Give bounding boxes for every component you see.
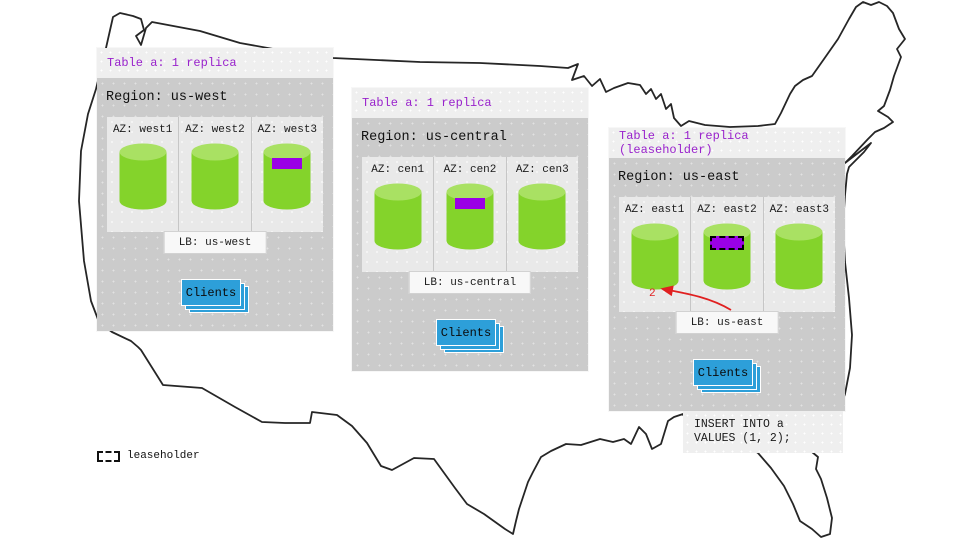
region-label: Region: us-central: [361, 130, 507, 145]
az-column-cen1: AZ: cen1: [362, 157, 435, 272]
az-column-west1: AZ: west1: [107, 117, 180, 232]
az-row: AZ: west1 AZ: west2 AZ: west3: [107, 117, 323, 232]
table-label: Table a: 1 replica: [107, 56, 237, 70]
replica-marker: [272, 158, 303, 169]
clients-button[interactable]: Clients: [693, 359, 753, 386]
az-row: AZ: east1 AZ: east2 AZ: east3: [619, 197, 835, 312]
database-cylinder-icon: [631, 223, 679, 290]
sql-line-2: VALUES (1, 2);: [694, 432, 791, 445]
database-cylinder-icon: [775, 223, 823, 290]
database-cylinder-icon: [703, 223, 751, 290]
sql-line-1: INSERT INTO a: [694, 418, 784, 431]
database-cylinder-icon: [446, 183, 494, 250]
region-card-us-west: Table a: 1 replica Region: us-west AZ: w…: [97, 48, 333, 331]
database-cylinder-icon: [374, 183, 422, 250]
clients-button-stack: Clients: [181, 279, 249, 314]
load-balancer-label: LB: us-central: [408, 271, 532, 294]
az-label: AZ: west2: [185, 124, 245, 136]
replica-marker: [454, 198, 485, 209]
clients-button-stack: Clients: [436, 319, 504, 354]
az-label: AZ: cen3: [515, 164, 569, 176]
table-titlebar: Table a: 1 replica: [352, 88, 588, 118]
az-column-cen3: AZ: cen3: [507, 157, 578, 272]
az-label: AZ: east2: [697, 204, 757, 216]
az-column-cen2: AZ: cen2: [434, 157, 507, 272]
region-card-us-east: Table a: 1 replica (leaseholder) Region:…: [609, 128, 845, 411]
az-label: AZ: cen1: [371, 164, 425, 176]
az-column-west3: AZ: west3: [252, 117, 323, 232]
clients-button-stack: Clients: [693, 359, 761, 394]
value-annotation: 2: [649, 288, 656, 300]
load-balancer-label: LB: us-west: [163, 231, 267, 254]
write-path-arrow: [660, 285, 732, 311]
az-column-east1: AZ: east1: [619, 197, 692, 312]
az-column-east2: AZ: east2: [691, 197, 764, 312]
az-column-east3: AZ: east3: [764, 197, 835, 312]
database-cylinder-icon: [191, 143, 239, 210]
database-cylinder-icon: [518, 183, 566, 250]
clients-button[interactable]: Clients: [181, 279, 241, 306]
legend: leaseholder: [97, 450, 200, 462]
az-label: AZ: east3: [769, 204, 830, 216]
region-card-us-central: Table a: 1 replica Region: us-central AZ…: [352, 88, 588, 371]
clients-button[interactable]: Clients: [436, 319, 496, 346]
region-label: Region: us-west: [106, 90, 228, 105]
leaseholder-swatch-icon: [97, 450, 120, 462]
az-column-west2: AZ: west2: [179, 117, 252, 232]
table-label: Table a: 1 replica: [362, 96, 492, 110]
az-label: AZ: cen2: [443, 164, 497, 176]
az-row: AZ: cen1 AZ: cen2 AZ: cen3: [362, 157, 578, 272]
az-label: AZ: west1: [112, 124, 173, 136]
table-label: Table a: 1 replica (leaseholder): [619, 129, 749, 157]
table-titlebar: Table a: 1 replica: [97, 48, 333, 78]
az-label: AZ: west3: [257, 124, 318, 136]
az-label: AZ: east1: [624, 204, 685, 216]
table-titlebar: Table a: 1 replica (leaseholder): [609, 128, 845, 158]
leaseholder-marker: [709, 236, 744, 250]
database-cylinder-icon: [119, 143, 167, 210]
load-balancer-label: LB: us-east: [675, 311, 779, 334]
legend-label: leaseholder: [127, 450, 200, 462]
sql-statement-note: INSERT INTO a VALUES (1, 2);: [683, 411, 843, 453]
region-label: Region: us-east: [618, 170, 740, 185]
database-cylinder-icon: [263, 143, 311, 210]
